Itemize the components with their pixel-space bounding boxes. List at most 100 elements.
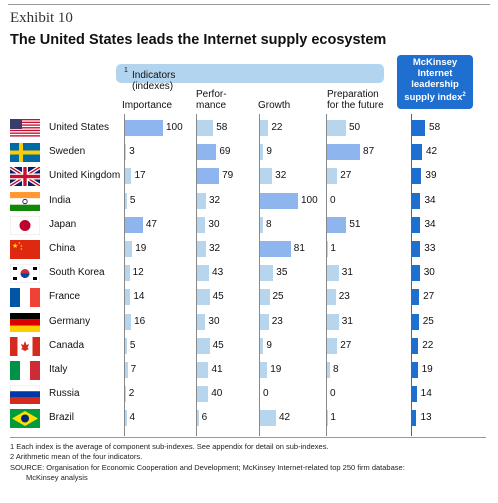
bar-mckinsey-index <box>412 265 420 282</box>
bar-preparation-for-the-future <box>327 144 361 161</box>
value-label: 31 <box>341 315 353 327</box>
bar-growth <box>260 313 269 330</box>
flag-sweden-icon <box>10 143 40 163</box>
value-label: 0 <box>330 388 336 400</box>
flag-germany-icon <box>10 312 40 332</box>
bar-importance <box>125 410 127 427</box>
value-label: 22 <box>271 122 283 133</box>
bar-preparation-for-the-future <box>327 289 336 306</box>
bar-mckinsey-index <box>412 386 417 403</box>
value-label: 50 <box>349 122 361 133</box>
country-label: China <box>49 243 76 254</box>
mckinsey-header-line: leadership <box>411 79 459 90</box>
axis-line-importance <box>124 114 125 436</box>
country-label: Russia <box>49 388 80 400</box>
value-label: 9 <box>266 146 272 158</box>
country-label: Italy <box>49 364 68 375</box>
bar-growth <box>260 362 268 378</box>
value-label: 0 <box>330 194 336 206</box>
value-label: 27 <box>340 339 352 351</box>
column-header-preparation: Preparation for the future <box>327 89 384 111</box>
indicators-header-text: Indicators (indexes) <box>132 70 176 92</box>
bar-mckinsey-index <box>412 337 419 354</box>
value-label: 30 <box>208 218 220 230</box>
value-label: 30 <box>208 315 220 327</box>
flag-canada-icon <box>10 336 40 356</box>
source-note-cont: McKinsey analysis <box>26 473 88 482</box>
bar-importance <box>125 289 131 306</box>
value-label: 40 <box>211 388 223 400</box>
value-label: 14 <box>133 291 145 303</box>
bar-mckinsey-index <box>412 313 419 330</box>
flag-italy-icon <box>10 361 40 380</box>
flag-united-kingdom-icon <box>8 165 42 189</box>
flag-japan-icon <box>9 215 41 236</box>
country-label: Brazil <box>49 412 75 424</box>
bar-mckinsey-index <box>412 192 421 209</box>
value-label: 35 <box>276 267 288 279</box>
bar-mckinsey-index <box>412 144 422 161</box>
bar-importance <box>125 265 130 282</box>
value-label: 41 <box>211 364 223 375</box>
country-label: Sweden <box>49 146 86 158</box>
column-header-performance: Perfor-mance <box>196 89 227 111</box>
bar-growth <box>260 168 273 185</box>
bar-performance <box>197 313 206 330</box>
value-label: 100 <box>301 194 318 206</box>
indicators-footnote-mark: 1 <box>124 67 128 74</box>
bottom-rule <box>10 437 486 438</box>
flag-brazil-icon <box>10 409 40 429</box>
mckinsey-footnote-mark: 2 <box>462 92 466 98</box>
bar-performance <box>197 410 199 427</box>
bar-growth <box>260 241 291 257</box>
value-label-mckinsey: 33 <box>424 243 436 254</box>
indicators-header: Indicators (indexes) 1 <box>116 64 384 92</box>
bar-mckinsey-index <box>412 241 421 257</box>
flag-china-icon: ★★★★ <box>10 240 40 259</box>
bar-performance <box>197 362 209 378</box>
flag-united-states-icon <box>10 119 40 137</box>
flag-south-korea-icon <box>9 263 41 284</box>
bar-importance <box>125 386 126 403</box>
flag-china-icon: ★★★★ <box>10 240 40 259</box>
bar-performance <box>197 144 217 161</box>
value-label: 43 <box>212 267 224 279</box>
svg-text:★: ★ <box>12 242 18 250</box>
value-label: 8 <box>333 364 339 375</box>
value-label: 5 <box>129 339 136 351</box>
bar-importance <box>125 362 128 378</box>
value-label-mckinsey: 14 <box>420 388 432 400</box>
svg-text:★: ★ <box>20 244 23 248</box>
flag-india-icon <box>10 191 40 211</box>
value-label: 100 <box>166 122 183 133</box>
bar-preparation-for-the-future <box>327 337 338 354</box>
value-label-mckinsey: 42 <box>425 146 438 158</box>
value-label: 4 <box>129 412 136 424</box>
country-label: Germany <box>49 315 91 327</box>
value-label: 58 <box>216 122 228 133</box>
bar-preparation-for-the-future <box>327 265 339 282</box>
value-label: 23 <box>271 315 283 327</box>
flag-brazil-icon <box>10 409 40 429</box>
bar-growth <box>260 289 270 306</box>
flag-india-icon <box>10 191 40 211</box>
mckinsey-index-header: McKinsey Internet leadership supply inde… <box>397 55 473 109</box>
value-label-mckinsey: 19 <box>421 364 433 375</box>
axis-line-performance <box>196 114 197 436</box>
value-label: 19 <box>135 243 147 254</box>
value-label: 16 <box>134 315 146 327</box>
value-label: 45 <box>212 339 224 351</box>
bar-growth <box>260 337 264 354</box>
value-label: 79 <box>222 170 234 182</box>
value-label: 32 <box>275 170 287 182</box>
bar-preparation-for-the-future <box>327 362 331 378</box>
flag-italy-icon <box>10 361 40 380</box>
value-label: 69 <box>219 146 231 158</box>
bar-performance <box>197 120 214 136</box>
value-label: 2 <box>128 388 135 400</box>
value-label-mckinsey: 58 <box>429 122 441 133</box>
value-label: 17 <box>134 170 146 182</box>
value-label: 45 <box>212 291 224 303</box>
source-note: SOURCE: Organisation for Economic Cooper… <box>10 463 405 472</box>
value-label: 19 <box>270 364 282 375</box>
